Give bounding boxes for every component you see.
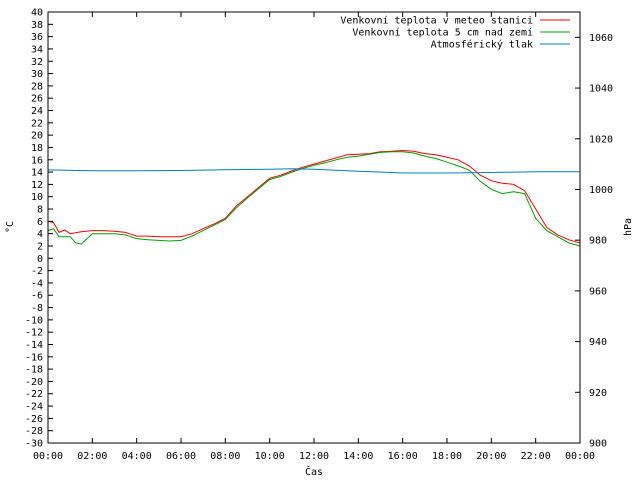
series-line-1 (47, 149, 581, 244)
y-tick-label: 40 (31, 8, 43, 19)
x-tick-label: 14:00 (343, 451, 373, 462)
y-tick-label: -28 (25, 426, 43, 437)
y-tick-label: -14 (25, 340, 43, 351)
y-tick-label: -12 (25, 328, 43, 339)
y2-tick-label: 1040 (589, 84, 613, 95)
y-tick-label: -18 (25, 365, 43, 376)
y-tick-label: -6 (31, 291, 43, 302)
y2-tick-label: 1060 (589, 33, 613, 44)
y-tick-label: 32 (31, 57, 43, 68)
x-tick-label: 20:00 (476, 451, 506, 462)
legend-label-3: Atmosférický tlak (431, 39, 533, 51)
y2-tick-label: 960 (589, 286, 607, 297)
y-tick-label: -16 (25, 352, 43, 363)
x-axis-label: Čas (305, 465, 323, 478)
y-tick-label: 10 (31, 192, 43, 203)
y2-tick-label: 940 (589, 337, 607, 348)
y-tick-label: 8 (37, 205, 43, 216)
y-tick-label: -30 (25, 439, 43, 450)
y-axis-label: °C (5, 221, 16, 233)
y-tick-label: 12 (31, 180, 43, 191)
x-tick-label: 06:00 (166, 451, 196, 462)
x-tick-label: 00:00 (565, 451, 595, 462)
y-tick-label: -4 (31, 278, 43, 289)
x-tick-label: 10:00 (255, 451, 285, 462)
y-tick-label: 20 (31, 131, 43, 142)
y-tick-label: 38 (31, 20, 43, 31)
y2-tick-label: 900 (589, 439, 607, 450)
x-tick-label: 22:00 (521, 451, 551, 462)
legend-label-2: Venkovní teplota 5 cm nad zemí (352, 27, 533, 39)
y2-tick-label: 1000 (589, 185, 613, 196)
y-tick-label: -24 (25, 402, 43, 413)
y-tick-label: 14 (31, 168, 43, 179)
series-line-2 (47, 151, 581, 247)
y2-tick-label: 980 (589, 236, 607, 247)
y-tick-label: -2 (31, 266, 43, 277)
y-tick-label: 30 (31, 69, 43, 80)
y-tick-label: 6 (37, 217, 43, 228)
y-tick-label: 34 (31, 44, 43, 55)
x-tick-label: 12:00 (299, 451, 329, 462)
y-tick-label: -26 (25, 414, 43, 425)
y-tick-label: 36 (31, 32, 43, 43)
y-tick-label: 24 (31, 106, 43, 117)
x-tick-label: 00:00 (33, 451, 63, 462)
y-tick-label: -20 (25, 377, 43, 388)
y-tick-label: -8 (31, 303, 43, 314)
legend-label-1: Venkovní teplota v meteo stanici (340, 15, 533, 27)
y-tick-label: 22 (31, 118, 43, 129)
x-tick-label: 08:00 (210, 451, 240, 462)
y-tick-label: 28 (31, 81, 43, 92)
x-tick-label: 02:00 (77, 451, 107, 462)
y-tick-label: -22 (25, 389, 43, 400)
y2-axis-label: hPa (623, 218, 634, 236)
series-line-3 (47, 168, 580, 174)
y-tick-label: 4 (37, 229, 43, 240)
y-tick-label: 18 (31, 143, 43, 154)
y2-tick-label: 1020 (589, 134, 613, 145)
y-tick-label: 2 (37, 241, 43, 252)
x-tick-label: 04:00 (122, 451, 152, 462)
y-tick-label: 16 (31, 155, 43, 166)
y-tick-label: 26 (31, 94, 43, 105)
y-tick-label: 0 (37, 254, 43, 265)
y2-tick-label: 920 (589, 388, 607, 399)
x-tick-label: 18:00 (432, 451, 462, 462)
x-tick-label: 16:00 (388, 451, 418, 462)
y-tick-label: -10 (25, 315, 43, 326)
